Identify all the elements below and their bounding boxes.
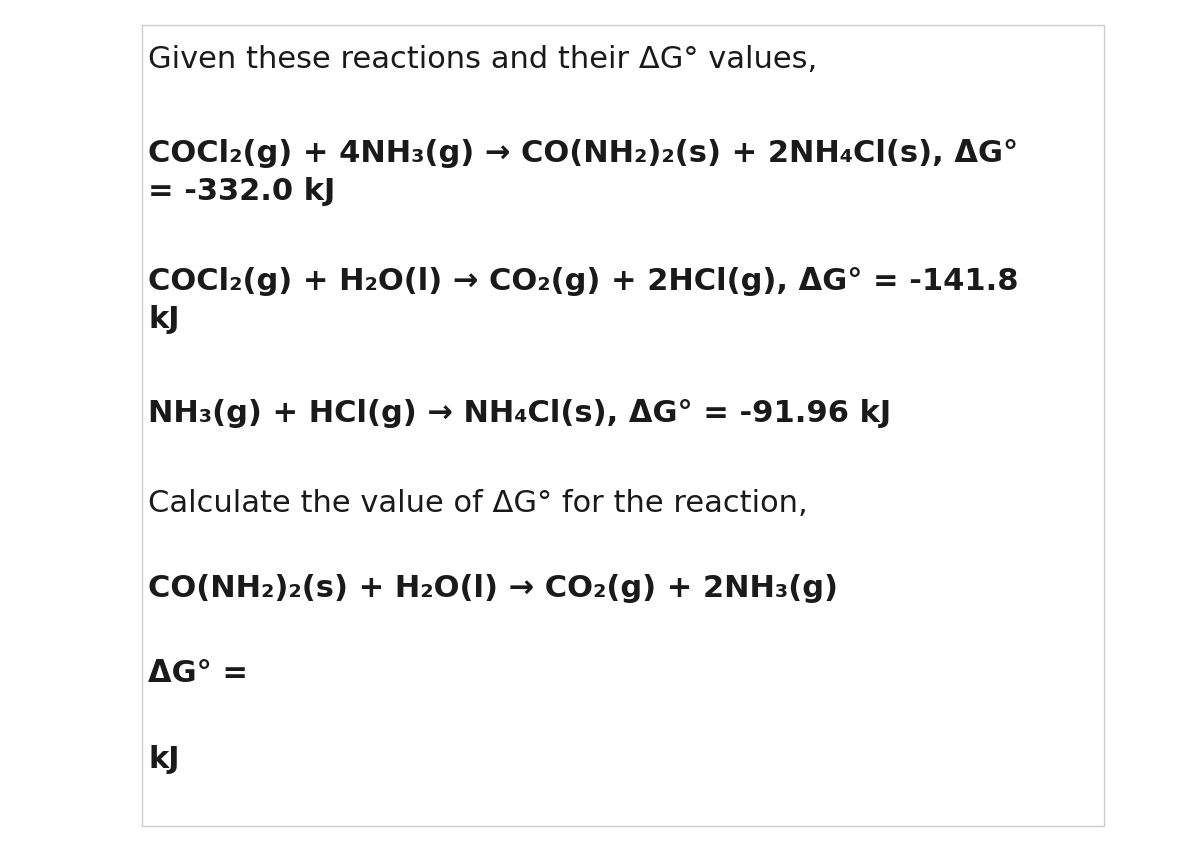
Text: CO(NH₂)₂(s) + H₂O(l) → CO₂(g) + 2NH₃(g): CO(NH₂)₂(s) + H₂O(l) → CO₂(g) + 2NH₃(g) <box>148 573 838 602</box>
Text: COCl₂(g) + H₂O(l) → CO₂(g) + 2HCl(g), ΔG° = -141.8: COCl₂(g) + H₂O(l) → CO₂(g) + 2HCl(g), ΔG… <box>148 267 1019 296</box>
Bar <box>143 26 1104 826</box>
Text: kJ: kJ <box>148 305 180 334</box>
Text: ΔG° =: ΔG° = <box>148 659 248 688</box>
Text: = -332.0 kJ: = -332.0 kJ <box>148 177 335 206</box>
Text: COCl₂(g) + 4NH₃(g) → CO(NH₂)₂(s) + 2NH₄Cl(s), ΔG°: COCl₂(g) + 4NH₃(g) → CO(NH₂)₂(s) + 2NH₄C… <box>148 139 1018 168</box>
Text: NH₃(g) + HCl(g) → NH₄Cl(s), ΔG° = -91.96 kJ: NH₃(g) + HCl(g) → NH₄Cl(s), ΔG° = -91.96… <box>148 399 892 428</box>
Text: Calculate the value of ΔG° for the reaction,: Calculate the value of ΔG° for the react… <box>148 488 808 517</box>
Text: kJ: kJ <box>148 744 180 773</box>
Text: Given these reactions and their ΔG° values,: Given these reactions and their ΔG° valu… <box>148 45 817 74</box>
